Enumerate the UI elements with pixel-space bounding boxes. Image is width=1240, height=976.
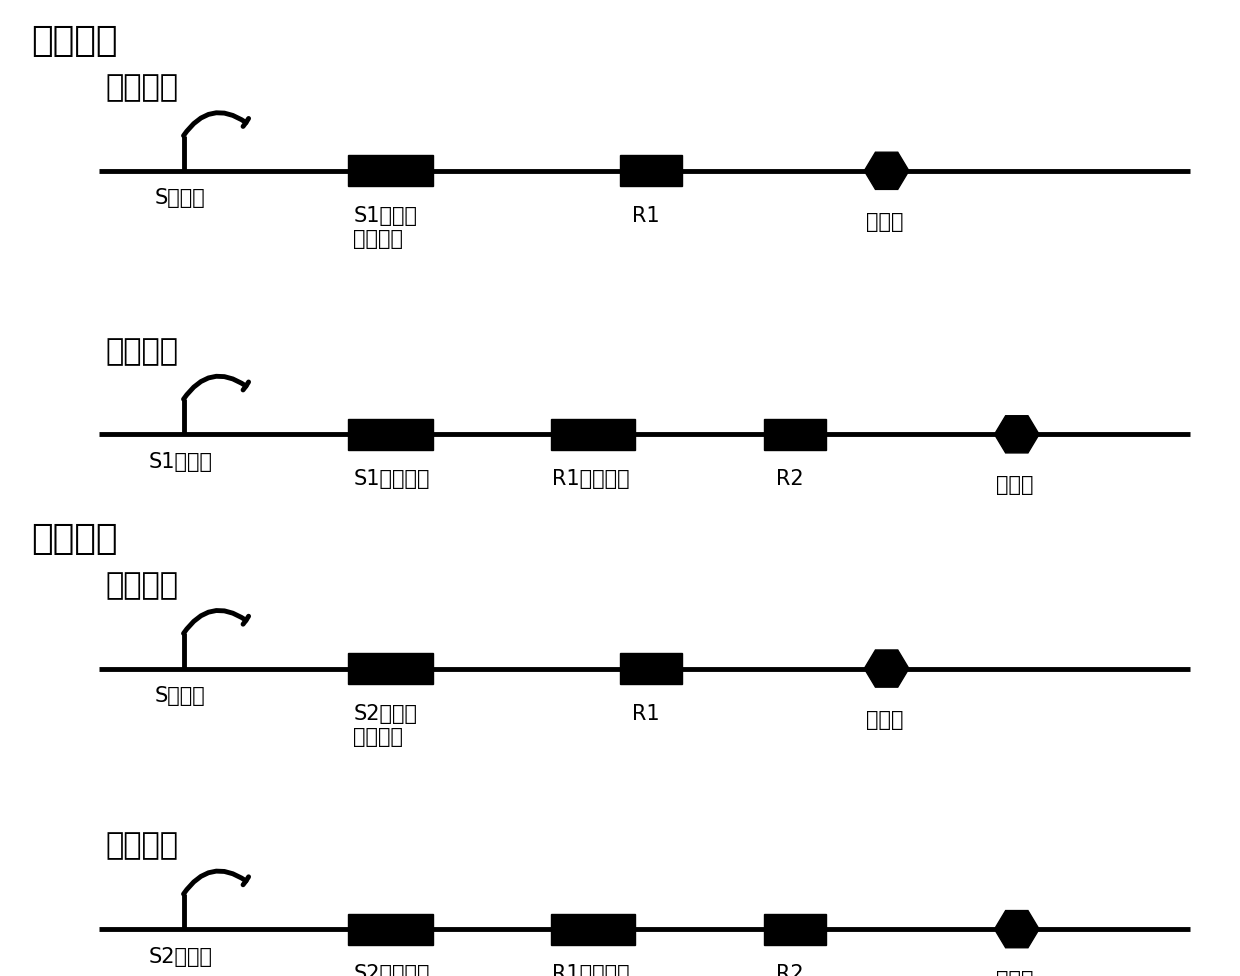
Text: S1抑制元件: S1抑制元件 [353,469,430,489]
Text: S2启动子: S2启动子 [149,947,213,966]
Bar [551,914,635,945]
Text: 终止子: 终止子 [996,475,1033,495]
Text: R1: R1 [632,704,660,723]
Text: 第一线路: 第一线路 [105,73,179,102]
Bar [620,155,682,186]
Text: R1: R1 [632,206,660,225]
Text: R2: R2 [776,964,804,976]
Polygon shape [994,416,1039,453]
Text: R2: R2 [776,469,804,489]
Text: R1抑制元件: R1抑制元件 [552,964,630,976]
Bar [551,419,635,450]
Text: 第二细胞: 第二细胞 [31,522,118,556]
Bar [764,914,826,945]
Text: S启动子: S启动子 [155,188,206,208]
Text: 第四线路: 第四线路 [105,832,179,861]
Text: S1启动子
激活元件: S1启动子 激活元件 [353,206,418,249]
Text: S启动子: S启动子 [155,686,206,706]
Polygon shape [864,650,909,687]
Bar [348,653,433,684]
Bar [348,419,433,450]
Text: 第一细胞: 第一细胞 [31,24,118,59]
Text: 终止子: 终止子 [866,212,903,231]
Text: S2抑制元件: S2抑制元件 [353,964,430,976]
Text: S1启动子: S1启动子 [149,452,213,471]
Polygon shape [994,911,1039,948]
Bar [348,155,433,186]
Bar [620,653,682,684]
Polygon shape [864,152,909,189]
Bar [764,419,826,450]
Text: 终止子: 终止子 [866,710,903,729]
Text: 第二线路: 第二线路 [105,337,179,366]
Text: S2启动子
激活元件: S2启动子 激活元件 [353,704,418,747]
Text: 第三线路: 第三线路 [105,571,179,600]
Bar [348,914,433,945]
Text: 终止子: 终止子 [996,970,1033,976]
Text: R1抑制元件: R1抑制元件 [552,469,630,489]
